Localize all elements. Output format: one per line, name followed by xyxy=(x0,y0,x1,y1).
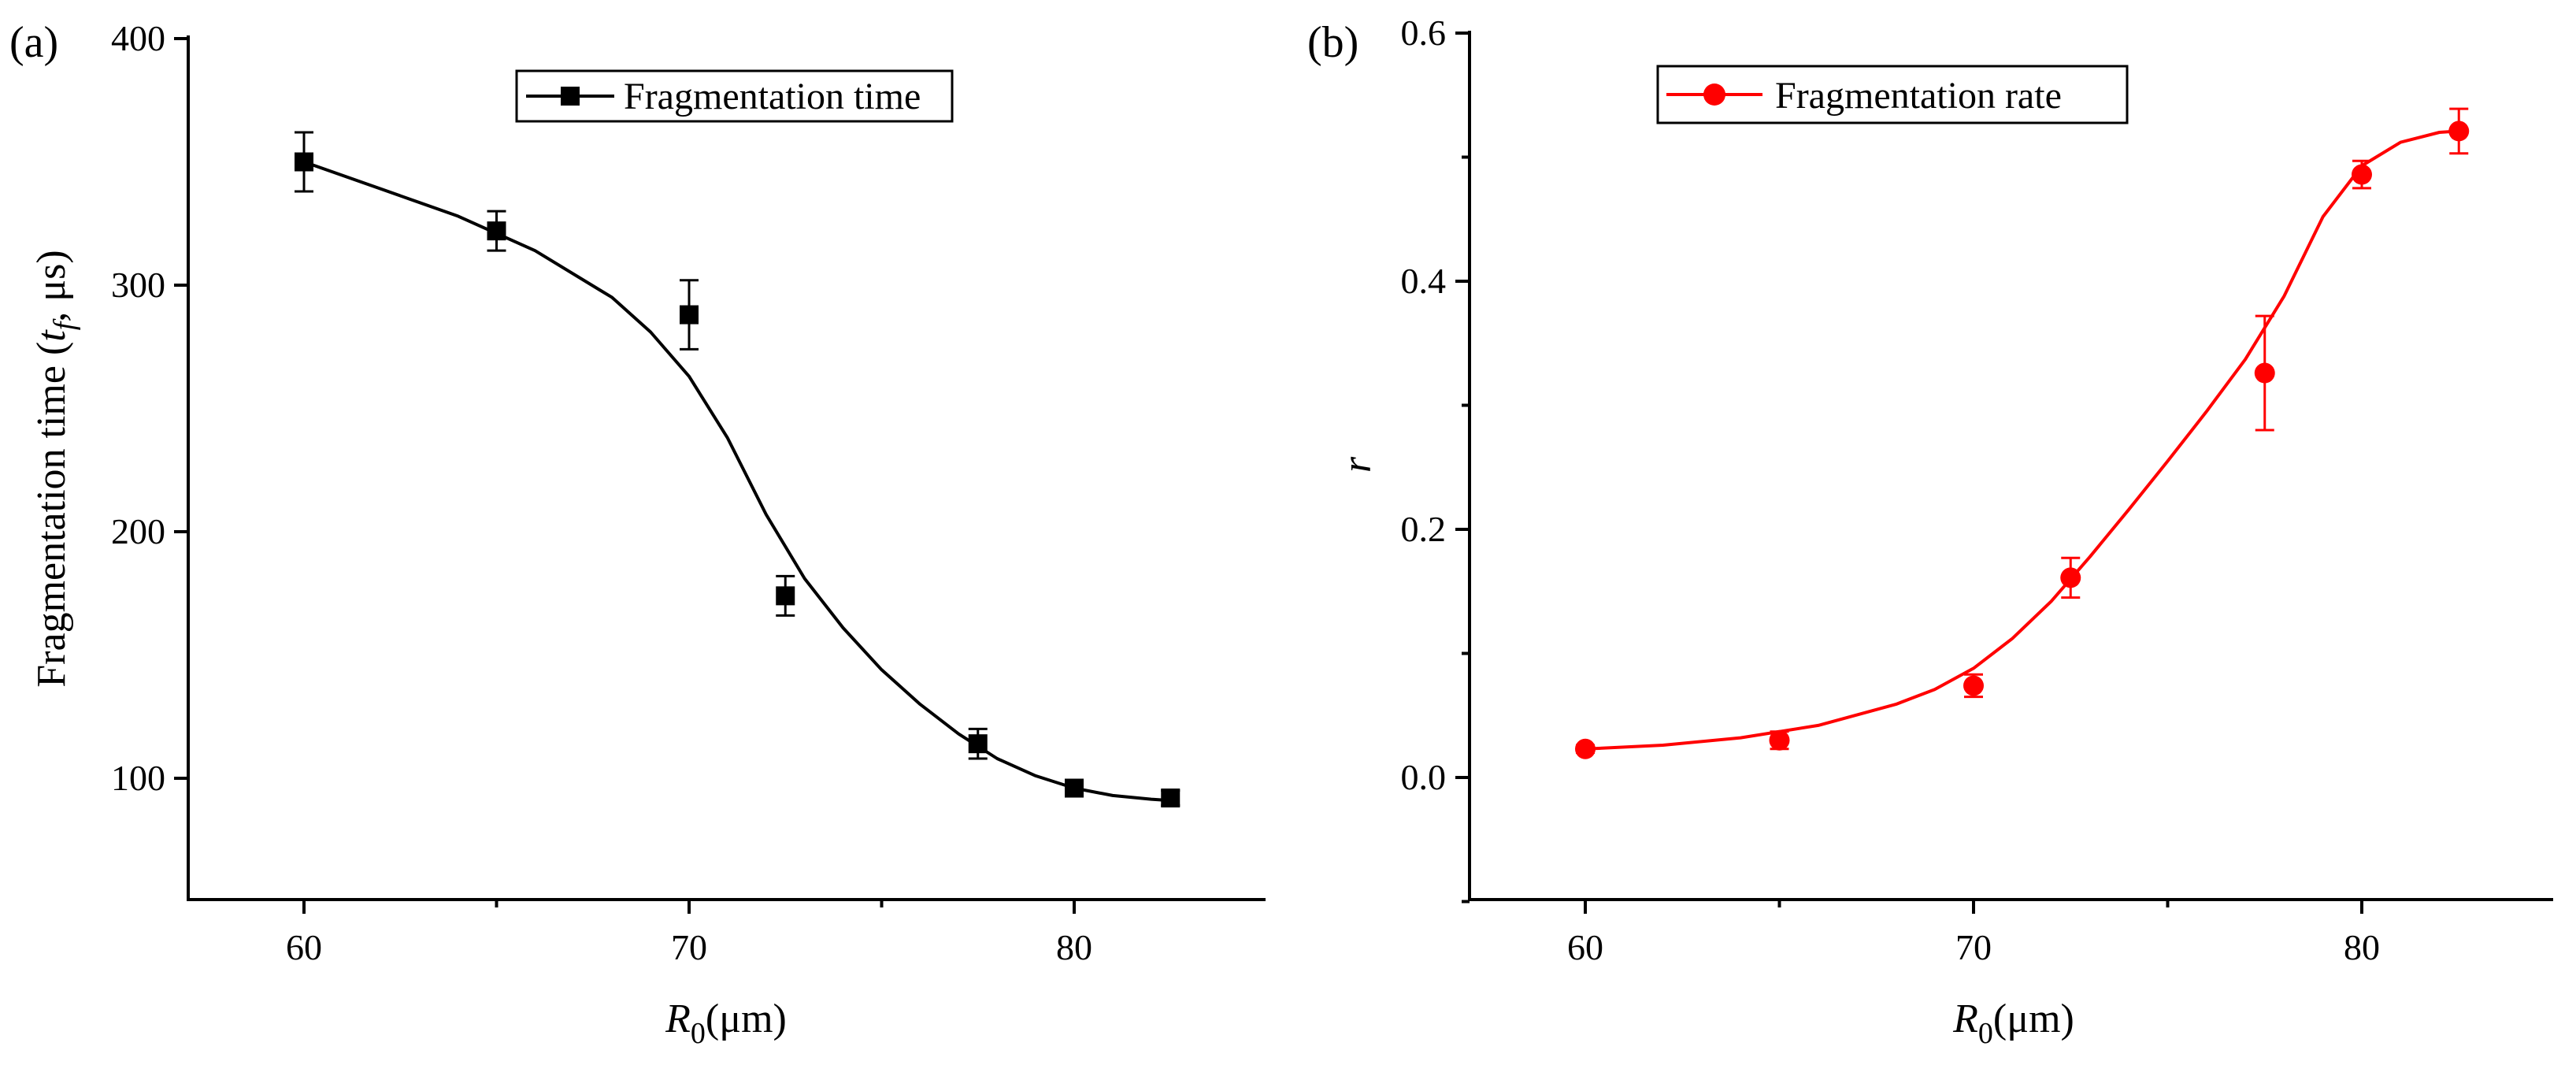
y-tick-label: 0.4 xyxy=(1401,261,1447,301)
data-point xyxy=(2352,164,2372,185)
data-point xyxy=(1161,789,1181,808)
x-tick-label: 60 xyxy=(1567,927,1603,967)
data-point xyxy=(295,152,313,172)
x-tick-label: 80 xyxy=(2344,927,2380,967)
data-point xyxy=(2060,567,2081,588)
y-tick-label: 100 xyxy=(111,758,165,798)
panel-b-label: (b) xyxy=(1307,18,1358,67)
panel-a-plot-area xyxy=(295,131,1181,808)
panel-a-y-tick-labels: 100 200 300 400 xyxy=(111,18,165,798)
panel-a-ticks xyxy=(174,37,1076,914)
x-tick-label: 60 xyxy=(286,927,322,967)
data-point xyxy=(487,221,506,241)
x-tick-label: 70 xyxy=(671,927,707,967)
panel-a-x-axis-title: R0(μm) xyxy=(665,996,787,1050)
panel-b-x-axis-title: R0(μm) xyxy=(1952,996,2074,1050)
data-point xyxy=(680,305,699,325)
y-tick-label: 0.6 xyxy=(1401,13,1447,53)
panel-a-label: (a) xyxy=(9,18,58,67)
data-point xyxy=(776,586,795,606)
panel-a-legend: Fragmentation time xyxy=(515,69,954,123)
y-tick-label: 0.2 xyxy=(1401,509,1447,549)
panel-b-chart: (b) 0.0 0.2 0.4 0.6 60 70 80 R0(μm) r Fr… xyxy=(1307,13,2553,1050)
panel-b-y-axis-title: r xyxy=(1335,456,1380,473)
data-point xyxy=(1065,778,1084,798)
panel-b-plot-area xyxy=(1575,107,2470,759)
legend-marker-sample xyxy=(561,87,580,106)
y-tick-label: 300 xyxy=(111,265,165,305)
data-point xyxy=(2448,121,2470,142)
panel-b-x-tick-labels: 60 70 80 xyxy=(1567,927,2380,967)
data-point xyxy=(968,734,988,754)
data-point xyxy=(1963,675,1984,696)
panel-a-y-axis-title: Fragmentation time (tf, μs) xyxy=(29,250,81,687)
y-tick-label: 0.0 xyxy=(1401,757,1447,797)
data-point xyxy=(1575,738,1596,759)
data-point xyxy=(2254,362,2275,384)
panel-b-y-tick-labels: 0.0 0.2 0.4 0.6 xyxy=(1401,13,1447,797)
y-tick-label: 200 xyxy=(111,511,165,551)
x-tick-label: 70 xyxy=(1955,927,1992,967)
y-tick-label: 400 xyxy=(111,18,165,58)
legend-label: Fragmentation time xyxy=(624,76,921,117)
fit-curve xyxy=(1585,129,2459,751)
fit-curve xyxy=(303,160,1171,803)
panel-b-legend: Fragmentation rate xyxy=(1656,65,2129,124)
x-tick-label: 80 xyxy=(1056,927,1092,967)
panel-b-ticks xyxy=(1455,32,2363,914)
legend-marker-sample xyxy=(1703,83,1725,106)
panel-a-x-tick-labels: 60 70 80 xyxy=(286,927,1092,967)
legend-label: Fragmentation rate xyxy=(1775,75,2062,117)
data-point xyxy=(1769,729,1790,751)
panel-a-chart: (a) 100 200 300 400 60 70 80 R0(μm) Frag… xyxy=(9,18,1266,1050)
